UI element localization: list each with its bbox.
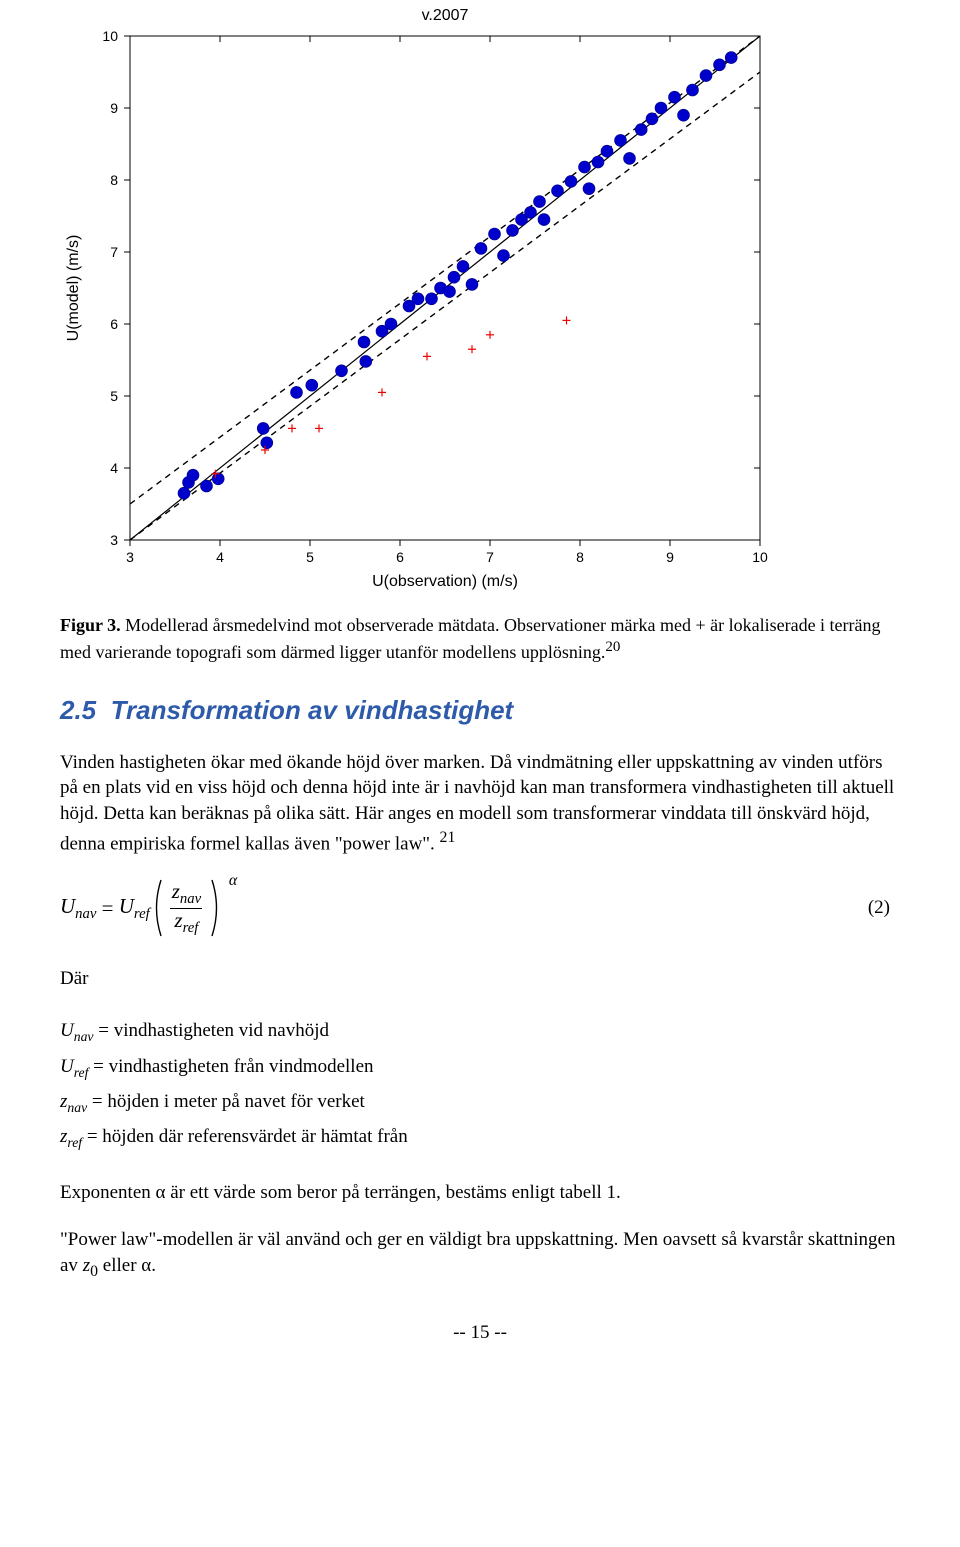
svg-text:3: 3 (110, 532, 118, 548)
section-number: 2.5 (60, 695, 96, 725)
svg-text:5: 5 (306, 549, 314, 565)
svg-text:9: 9 (110, 100, 118, 116)
footnote-ref-21: 21 (440, 829, 456, 846)
paragraph-1: Vinden hastigheten ökar med ökande höjd … (60, 750, 900, 857)
svg-text:5: 5 (110, 388, 118, 404)
paragraph-powerlaw: "Power law"-modellen är väl använd och g… (60, 1227, 900, 1282)
svg-text:U(model) (m/s): U(model) (m/s) (65, 235, 82, 342)
where-label: Där (60, 966, 900, 992)
svg-text:6: 6 (110, 316, 118, 332)
svg-text:10: 10 (752, 549, 768, 565)
svg-text:7: 7 (486, 549, 494, 565)
footnote-ref-20: 20 (605, 639, 620, 655)
svg-text:6: 6 (396, 549, 404, 565)
svg-text:10: 10 (102, 28, 118, 44)
scatter-chart: 3 4 5 6 7 8 9 10 3 4 5 6 7 8 9 10 U(observation) (m/s) U(… (60, 0, 900, 605)
equation-body: Unav = Uref znav zref α (60, 878, 223, 938)
svg-text:4: 4 (216, 549, 224, 565)
svg-text:8: 8 (110, 172, 118, 188)
def-Unav: Unav = vindhastigheten vid navhöjd (60, 1014, 900, 1049)
svg-text:7: 7 (110, 244, 118, 260)
svg-text:U(observation) (m/s): U(observation) (m/s) (372, 573, 518, 590)
svg-text:3: 3 (126, 549, 134, 565)
symbol-definitions: Unav = vindhastigheten vid navhöjd Uref … (60, 1014, 900, 1156)
def-znav: znav = höjden i meter på navet för verke… (60, 1085, 900, 1120)
page-number: -- 15 -- (60, 1322, 900, 1344)
figure-label: Figur 3. (60, 615, 121, 635)
paragraph-alpha: Exponenten α är ett värde som beror på t… (60, 1180, 900, 1206)
svg-text:8: 8 (576, 549, 584, 565)
svg-text:4: 4 (110, 460, 118, 476)
svg-text:v.2007: v.2007 (422, 7, 469, 24)
def-Uref: Uref = vindhastigheten från vindmodellen (60, 1050, 900, 1085)
section-title: Transformation av vindhastighet (111, 695, 514, 725)
equation-number: (2) (868, 897, 900, 919)
equation-2: Unav = Uref znav zref α (2) (60, 878, 900, 938)
figure-text: Modellerad årsmedelvind mot observerade … (60, 615, 881, 662)
figure-caption: Figur 3. Modellerad årsmedelvind mot obs… (60, 613, 900, 665)
svg-text:9: 9 (666, 549, 674, 565)
def-zref: zref = höjden där referensvärdet är hämt… (60, 1120, 900, 1155)
section-heading: 2.5 Transformation av vindhastighet (60, 695, 900, 726)
